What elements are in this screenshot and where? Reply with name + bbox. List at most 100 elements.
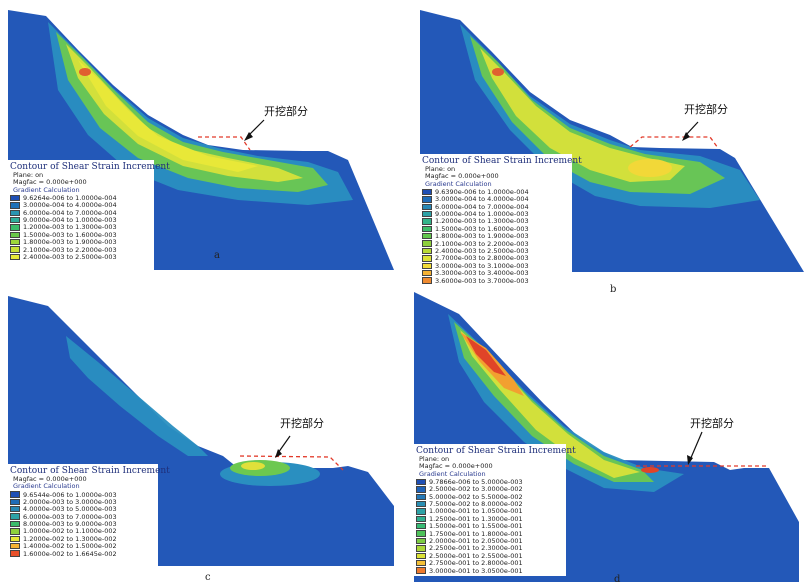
legend-swatch: [10, 528, 20, 535]
legend-entry: 2.4000e-003 to 2.5000e-003: [10, 253, 151, 262]
legend-entry: 1.2000e-003 to 1.3000e-003: [422, 217, 569, 225]
legend-range: 8.0000e-003 to 9.0000e-003: [23, 520, 117, 529]
legend-entry: 1.5000e-003 to 1.6000e-003: [422, 225, 569, 233]
legend-swatch: [422, 188, 432, 196]
legend-swatch: [422, 196, 432, 203]
legend-swatch: [10, 239, 20, 246]
legend-entry: 6.0000e-004 to 7.0000e-004: [10, 209, 151, 217]
legend-swatch: [422, 210, 432, 218]
legend-range: 3.0000e-001 to 3.0500e-001: [429, 566, 523, 575]
legend-swatch: [422, 203, 432, 210]
excavation-outline: [239, 455, 344, 471]
legend-magfac: Magfac = 0.000e+000: [13, 475, 87, 483]
legend-swatch: [416, 560, 426, 567]
legend-swatch: [422, 225, 432, 233]
legend-swatch: [422, 270, 432, 277]
legend-entry: 2.2500e-001 to 2.3000e-001: [416, 544, 563, 553]
legend-range: 1.5000e-001 to 1.5500e-001: [429, 522, 523, 531]
excavation-arrow: [247, 119, 265, 137]
legend-range: 2.2500e-001 to 2.3000e-001: [429, 544, 523, 553]
legend-swatch: [10, 231, 20, 239]
legend-entry: 9.0000e-004 to 1.0000e-003: [422, 210, 569, 219]
legend-entry: 2.5000e-002 to 3.0000e-002: [416, 485, 563, 494]
legend-swatch: [10, 209, 20, 216]
legend-swatch: [422, 255, 432, 262]
legend-subtitle: Gradient Calculation: [13, 185, 80, 194]
legend-entry: 1.6000e-002 to 1.6645e-002: [10, 550, 155, 558]
panel-label: a: [214, 250, 220, 261]
legend-range: 2.7000e-003 to 2.8000e-003: [435, 254, 529, 263]
legend-entry: 9.6390e-006 to 1.0000e-004: [422, 188, 569, 196]
legend-swatch: [416, 530, 426, 537]
legend-range: 3.6000e-003 to 3.7000e-003: [435, 276, 529, 285]
strain-peak: [466, 336, 506, 376]
legend-swatch: [422, 233, 432, 240]
legend-entry: 3.0000e-003 to 3.1000e-003: [422, 261, 569, 270]
legend-range: 2.5000e-002 to 3.0000e-002: [429, 485, 523, 494]
excavation-label: 开挖部分: [684, 103, 728, 116]
legend-entry: 5.0000e-002 to 5.5000e-002: [416, 493, 563, 501]
arrow-head: [244, 132, 253, 141]
legend-range: 1.4000e-002 to 1.5000e-002: [23, 542, 117, 551]
legend-range: 3.0000e-004 to 4.0000e-004: [435, 195, 529, 204]
legend-entry: 9.6544e-006 to 1.0000e-003: [10, 491, 155, 499]
excavation-outline: [629, 136, 719, 149]
legend-c: Contour of Shear Strain Increment Magfac…: [8, 464, 170, 566]
legend-swatch: [416, 486, 426, 493]
legend-swatch: [10, 520, 20, 528]
legend-entry: 1.4000e-002 to 1.5000e-002: [10, 542, 155, 551]
hotspot: [79, 68, 91, 76]
strain-band-low: [48, 22, 353, 205]
panel-label: c: [205, 572, 211, 583]
legend-subtitle: Gradient Calculation: [425, 179, 492, 188]
legend-entry: 1.7500e-001 to 1.8000e-001: [416, 530, 563, 538]
legend-swatch: [10, 550, 20, 557]
legend-range: 1.2500e-001 to 1.3000e-001: [429, 514, 523, 523]
legend-entry: 2.7000e-003 to 2.8000e-003: [422, 254, 569, 263]
panel-b: 开挖部分 Contour of Shear Strain Increment P…: [420, 10, 804, 295]
legend-swatch: [10, 543, 20, 550]
legend-range: 2.4000e-003 to 2.5000e-003: [23, 253, 117, 262]
legend-range: 1.8000e-003 to 1.9000e-003: [23, 238, 117, 247]
legend-entry: 1.8000e-003 to 1.9000e-003: [10, 238, 151, 247]
legend-range: 1.0000e-001 to 1.0500e-001: [429, 507, 523, 516]
excavation-arrow: [277, 435, 291, 454]
legend-entry: 1.0000e-002 to 1.1000e-002: [10, 527, 155, 535]
legend-range: 9.0000e-004 to 1.0000e-003: [23, 216, 117, 225]
legend-range: 3.3000e-003 to 3.4000e-003: [435, 269, 529, 278]
legend-range: 1.5000e-003 to 1.6000e-003: [23, 230, 117, 239]
legend-entry: 2.0000e-001 to 2.0500e-001: [416, 537, 563, 545]
legend-entries: 9.6544e-006 to 1.0000e-003 2.0000e-003 to…: [10, 491, 155, 558]
legend-range: 2.1000e-003 to 2.2000e-003: [23, 245, 117, 254]
legend-swatch: [416, 493, 426, 500]
legend-swatch: [422, 277, 432, 284]
arrow-head: [275, 449, 282, 458]
legend-entry: 7.5000e-002 to 8.0000e-002: [416, 500, 563, 508]
legend-range: 2.7500e-001 to 2.8000e-001: [429, 559, 523, 568]
legend-range: 2.5000e-001 to 2.5500e-001: [429, 551, 523, 560]
legend-swatch: [10, 506, 20, 513]
legend-swatch: [10, 216, 20, 224]
legend-entry: 1.5000e-003 to 1.6000e-003: [10, 230, 151, 239]
legend-entry: 1.5000e-001 to 1.5500e-001: [416, 522, 563, 531]
legend-entry: 6.0000e-004 to 7.0000e-004: [422, 203, 569, 211]
arrow-head: [682, 132, 690, 141]
panel-a: 开挖部分 Contour of Shear Strain Increment P…: [8, 10, 394, 272]
legend-swatch: [10, 194, 20, 202]
excavation-outline: [198, 136, 251, 151]
legend-d: Contour of Shear Strain Increment Plane:…: [414, 444, 576, 576]
legend-plane: Plane: on: [425, 165, 456, 173]
legend-entry: 2.4000e-003 to 2.5000e-003: [422, 247, 569, 255]
legend-entry: 3.0000e-001 to 3.0500e-001: [416, 566, 563, 575]
legend-entry: 3.6000e-003 to 3.7000e-003: [422, 276, 569, 285]
legend-range: 9.0000e-004 to 1.0000e-003: [435, 210, 529, 219]
strain-band-low: [66, 336, 208, 456]
legend-swatch: [416, 515, 426, 523]
legend-magfac: Magfac = 0.000e+000: [425, 172, 499, 181]
legend-subtitle: Gradient Calculation: [419, 469, 486, 478]
legend-entry: 6.0000e-003 to 7.0000e-003: [10, 513, 155, 521]
legend-range: 3.0000e-003 to 3.1000e-003: [435, 261, 529, 270]
legend-entry: 3.3000e-003 to 3.4000e-003: [422, 269, 569, 278]
strain-peak: [628, 159, 672, 177]
strain-peak: [241, 462, 265, 470]
